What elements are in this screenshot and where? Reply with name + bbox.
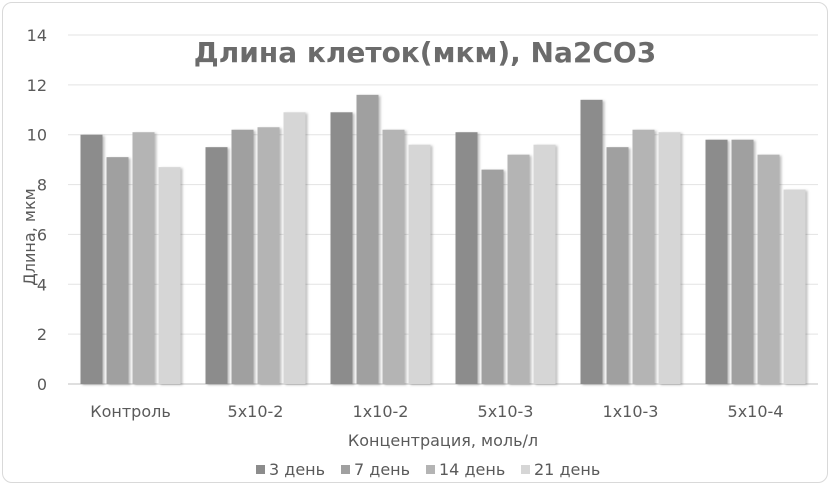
- bar: [783, 189, 806, 384]
- y-tick-labels: 0 2 4 6 8 10 12 14: [27, 26, 47, 394]
- grid-layer: [68, 34, 818, 385]
- x-tick-label: 1x10-2: [353, 402, 409, 421]
- bar: [731, 139, 754, 384]
- x-tick-label: 5x10-2: [228, 402, 284, 421]
- chart-title: Длина клеток(мкм), Na2CO3: [194, 36, 656, 69]
- x-tick-label: 5x10-4: [728, 402, 784, 421]
- x-axis-title: Концентрация, моль/л: [348, 431, 538, 450]
- bar: [330, 112, 353, 385]
- legend-label: 14 день: [439, 460, 505, 479]
- bar: [705, 139, 728, 384]
- x-tick-labels: Контроль 5x10-2 1x10-2 5x10-3 1x10-3 5x10-4: [90, 402, 783, 421]
- y-tick-label: 12: [27, 76, 47, 95]
- bar: [205, 147, 228, 384]
- y-tick-label: 4: [37, 275, 47, 294]
- legend-swatch: [426, 465, 435, 474]
- bar: [606, 147, 629, 384]
- bar: [132, 132, 155, 384]
- bar: [481, 169, 504, 384]
- bar: [507, 154, 530, 384]
- legend-swatch: [341, 465, 350, 474]
- bar: [533, 144, 556, 384]
- bar: [632, 129, 655, 384]
- legend-swatch: [256, 465, 265, 474]
- y-tick-label: 8: [37, 176, 47, 195]
- bar: [283, 112, 306, 385]
- bar: [80, 134, 103, 384]
- y-tick-label: 10: [27, 126, 47, 145]
- bars-layer: [80, 94, 806, 385]
- legend-label: 7 день: [354, 460, 410, 479]
- bar: [580, 99, 603, 385]
- y-tick-label: 14: [27, 26, 47, 45]
- bar: [231, 129, 254, 384]
- y-tick-label: 2: [37, 325, 47, 344]
- bar: [658, 132, 681, 384]
- y-tick-label: 6: [37, 225, 47, 244]
- bar: [356, 94, 379, 384]
- legend-label: 21 день: [534, 460, 600, 479]
- bar: [408, 144, 431, 384]
- bar: [455, 132, 478, 384]
- x-tick-label: 1x10-3: [603, 402, 659, 421]
- x-tick-label: 5x10-3: [478, 402, 534, 421]
- bar: [257, 127, 280, 384]
- y-tick-label: 0: [37, 375, 47, 394]
- y-axis-title: Длина, мкм: [20, 188, 39, 285]
- bar: [757, 154, 780, 384]
- legend-label: 3 день: [269, 460, 325, 479]
- bar: [382, 129, 405, 384]
- x-tick-label: Контроль: [90, 402, 171, 421]
- legend: 3 день 7 день 14 день 21 день: [256, 460, 600, 479]
- legend-swatch: [521, 465, 530, 474]
- bar: [158, 167, 181, 384]
- bar: [106, 157, 129, 384]
